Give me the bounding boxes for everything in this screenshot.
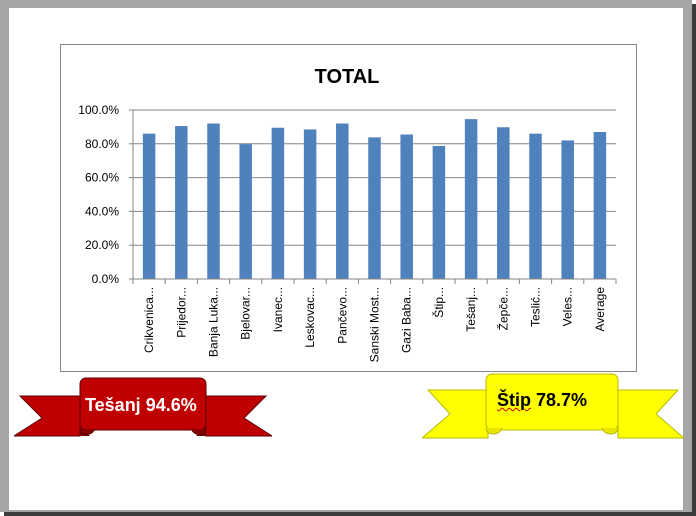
bar (497, 127, 510, 279)
bar (142, 133, 156, 279)
x-tick-label: Sanski Most... (368, 287, 382, 362)
x-tick-label: Bjelovar... (239, 287, 253, 340)
bar (464, 119, 478, 279)
bar (207, 123, 220, 280)
x-tick-label: Pančevo... (335, 287, 349, 344)
chart-title: TOTAL (315, 66, 380, 88)
ribbon-banner-tesanj (14, 377, 272, 437)
x-tick-label: Ivanec... (271, 287, 285, 332)
bar (239, 144, 252, 279)
y-tick-label: 60.0% (85, 171, 119, 185)
bar (432, 145, 446, 279)
x-tick-label: Crikvenica... (142, 287, 156, 353)
x-tick-label: Gazi Baba... (400, 287, 414, 353)
x-tick-label: Leskovac... (303, 287, 317, 348)
bar (368, 137, 381, 279)
ribbon-banner-stip (422, 373, 684, 439)
x-tick-label: Tešanj... (464, 287, 478, 332)
y-tick-label: 80.0% (85, 137, 119, 151)
y-tick-label: 40.0% (85, 204, 119, 218)
x-tick-label: Average (593, 287, 607, 332)
bar (561, 140, 574, 279)
y-tick-label: 0.0% (92, 272, 120, 286)
chart-area[interactable]: TOTAL 0.0% 20.0% 40.0% 60.0% 80.0% 100.0% Cri… (60, 44, 637, 372)
bar-chart: TOTAL 0.0% 20.0% 40.0% 60.0% 80.0% 100.0% Cri… (78, 66, 617, 362)
ribbon-label-tesanj: Tešanj 94.6% (85, 395, 197, 416)
frame-shadow-bottom (4, 512, 696, 516)
x-tick-label: Žepče... (495, 287, 510, 330)
frame-shadow-right (692, 4, 696, 516)
ribbon-value-stip: 78.7% (536, 390, 588, 410)
y-tick-label: 20.0% (85, 238, 119, 252)
bar (336, 123, 349, 280)
x-tick-label: Banja Luka... (207, 287, 221, 357)
y-tick-label: 100.0% (78, 103, 119, 117)
ribbon-value-tesanj: 94.6% (145, 395, 197, 415)
bar (271, 127, 285, 280)
bar (400, 134, 413, 279)
ribbon-place-tesanj: Tešanj (85, 395, 141, 415)
bar (529, 133, 542, 279)
bars (142, 119, 607, 280)
y-axis-ticks: 0.0% 20.0% 40.0% 60.0% 80.0% 100.0% (78, 103, 133, 286)
bar (593, 131, 607, 279)
x-tick-label: Teslić... (529, 287, 543, 327)
x-tick-label: Veles... (561, 287, 575, 326)
x-tick-label: Štip... (431, 287, 446, 318)
x-tick-label: Prijedor... (174, 287, 188, 338)
x-axis-ticks: Crikvenica... Prijedor... Banja Luka... Bje… (132, 110, 617, 362)
ribbon-label-stip: Štip 78.7% (497, 390, 587, 411)
bar (303, 129, 317, 279)
bar (175, 126, 188, 280)
ribbon-place-stip: Štip (497, 390, 531, 410)
